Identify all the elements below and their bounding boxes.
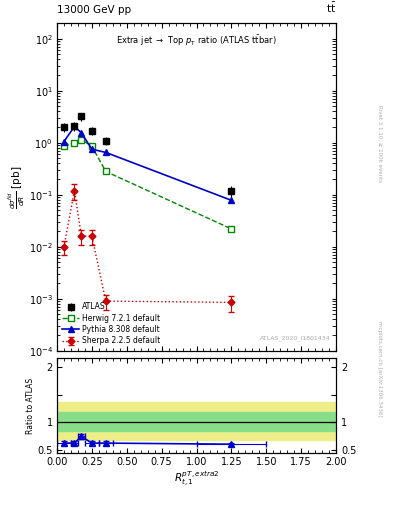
Text: Rivet 3.1.10, ≥ 100k events: Rivet 3.1.10, ≥ 100k events bbox=[377, 105, 382, 182]
Y-axis label: Ratio to ATLAS: Ratio to ATLAS bbox=[26, 378, 35, 434]
Text: Extra jet $\rightarrow$ Top $p_{\rm T}$ ratio (ATLAS t$\bar{\rm t}$bar): Extra jet $\rightarrow$ Top $p_{\rm T}$ … bbox=[116, 33, 277, 48]
Text: mcplots.cern.ch [arXiv:1306.3436]: mcplots.cern.ch [arXiv:1306.3436] bbox=[377, 321, 382, 416]
Text: t$\bar{\rm t}$: t$\bar{\rm t}$ bbox=[326, 1, 336, 15]
Bar bbox=[57, 413, 336, 432]
Text: ATLAS_2020_I1801434: ATLAS_2020_I1801434 bbox=[260, 335, 331, 341]
Legend: ATLAS, Herwig 7.2.1 default, Pythia 8.308 default, Sherpa 2.2.5 default: ATLAS, Herwig 7.2.1 default, Pythia 8.30… bbox=[61, 301, 162, 347]
Y-axis label: $\frac{d\sigma^{fid}}{dR}$ [pb]: $\frac{d\sigma^{fid}}{dR}$ [pb] bbox=[7, 165, 27, 208]
X-axis label: $R_{t,1}^{pT,extra2}$: $R_{t,1}^{pT,extra2}$ bbox=[174, 470, 219, 489]
Bar bbox=[57, 402, 336, 440]
Text: 13000 GeV pp: 13000 GeV pp bbox=[57, 5, 131, 15]
